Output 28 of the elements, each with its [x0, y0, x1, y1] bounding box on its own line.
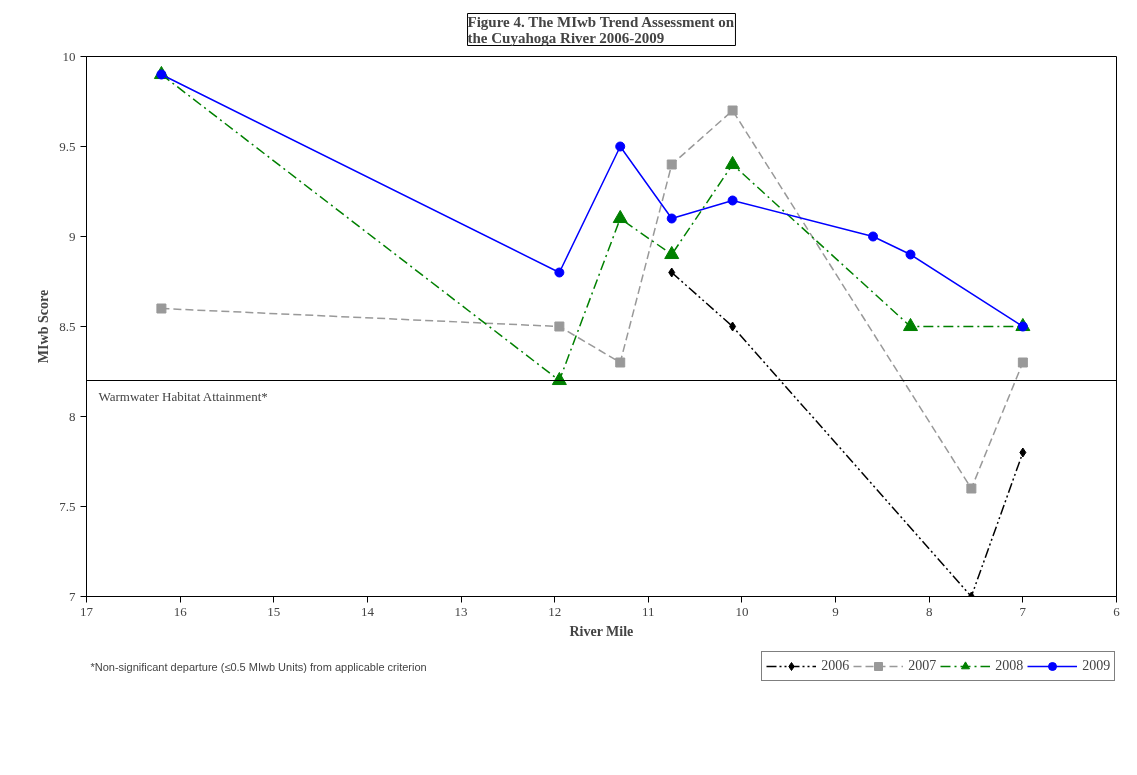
legend-label: 2008	[995, 658, 1024, 674]
x-tick-label: 15	[267, 603, 281, 619]
y-tick-label: 8	[69, 408, 76, 424]
x-tick-label: 17	[80, 603, 94, 619]
x-tick-label: 13	[454, 603, 468, 619]
x-tick-label: 6	[1113, 603, 1121, 619]
y-tick-label: 9	[69, 228, 76, 244]
x-axis-title: River Mile	[569, 623, 634, 639]
x-tick-label: 12	[548, 603, 562, 619]
y-axis-title: MIwb Score	[36, 289, 52, 364]
y-tick-label: 10	[62, 48, 76, 64]
ref-line-label: Warmwater Habitat Attainment*	[98, 388, 268, 404]
x-tick-label: 8	[925, 603, 933, 619]
legend-label: 2009	[1082, 658, 1111, 674]
y-tick-label: 8.5	[59, 318, 76, 334]
y-tick-label: 7	[69, 588, 76, 604]
y-tick-label: 9.5	[59, 138, 76, 154]
x-tick-label: 14	[360, 603, 375, 619]
legend-label: 2006	[821, 658, 850, 674]
x-tick-label: 11	[642, 603, 655, 619]
chart-title: Figure 4. The MIwb Trend Assessment on the Cuyahoga River 2006-2009	[467, 13, 735, 46]
legend-label: 2007	[908, 658, 937, 674]
y-tick-label: 7.5	[59, 498, 76, 514]
x-tick-label: 16	[173, 603, 188, 619]
x-tick-label: 9	[832, 603, 839, 619]
x-tick-label: 7	[1019, 603, 1027, 619]
x-tick-label: 10	[735, 603, 749, 619]
text: *Non-significant departure (≤0.5 MIwb Units) from applicable criterion	[90, 660, 427, 673]
